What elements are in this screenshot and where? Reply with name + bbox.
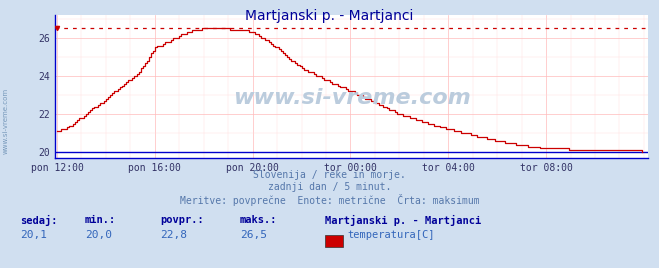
Text: povpr.:: povpr.: (160, 215, 204, 225)
Text: sedaj:: sedaj: (20, 215, 57, 226)
Text: Meritve: povprečne  Enote: metrične  Črta: maksimum: Meritve: povprečne Enote: metrične Črta:… (180, 194, 479, 206)
Text: 20,0: 20,0 (85, 230, 112, 240)
Text: Martjanski p. - Martjanci: Martjanski p. - Martjanci (245, 9, 414, 23)
Text: maks.:: maks.: (240, 215, 277, 225)
Text: min.:: min.: (85, 215, 116, 225)
Text: www.si-vreme.com: www.si-vreme.com (2, 88, 9, 154)
Text: 20,1: 20,1 (20, 230, 47, 240)
Text: Slovenija / reke in morje.: Slovenija / reke in morje. (253, 170, 406, 180)
Text: 26,5: 26,5 (240, 230, 267, 240)
Text: temperatura[C]: temperatura[C] (347, 230, 434, 240)
Text: zadnji dan / 5 minut.: zadnji dan / 5 minut. (268, 182, 391, 192)
Text: www.si-vreme.com: www.si-vreme.com (233, 88, 471, 108)
Text: Martjanski p. - Martjanci: Martjanski p. - Martjanci (325, 215, 481, 226)
Text: 22,8: 22,8 (160, 230, 187, 240)
